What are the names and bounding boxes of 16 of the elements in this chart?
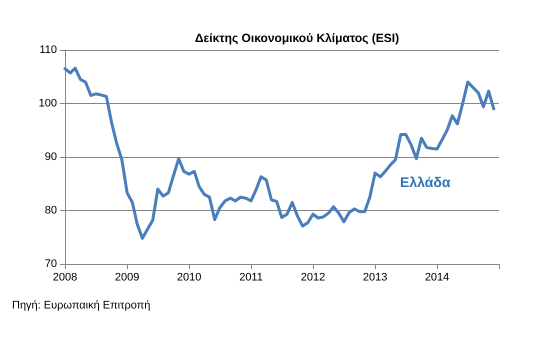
y-tick-label: 100 <box>38 98 57 110</box>
x-tick-label: 2011 <box>239 272 263 284</box>
y-tick-label: 80 <box>44 204 57 216</box>
x-tick-label: 2009 <box>114 272 140 284</box>
x-tick-label: 2010 <box>176 272 202 284</box>
line-series <box>64 66 496 240</box>
y-tick-label: 90 <box>44 151 57 163</box>
chart-title: Δείκτης Οικονομικού Κλίματος (ESI) <box>194 31 400 45</box>
y-tick-label: 70 <box>44 258 57 270</box>
x-tick-label: 2014 <box>424 272 450 284</box>
x-tick-label: 2012 <box>300 272 326 284</box>
y-tick-label: 110 <box>39 44 57 56</box>
series-label: Ελλάδα <box>400 174 451 190</box>
text: Πηγή: Ευρωπαική Επιτροπή <box>12 300 150 312</box>
x-tick-label: 2013 <box>362 272 388 284</box>
x-tick-label: 2008 <box>52 272 78 284</box>
